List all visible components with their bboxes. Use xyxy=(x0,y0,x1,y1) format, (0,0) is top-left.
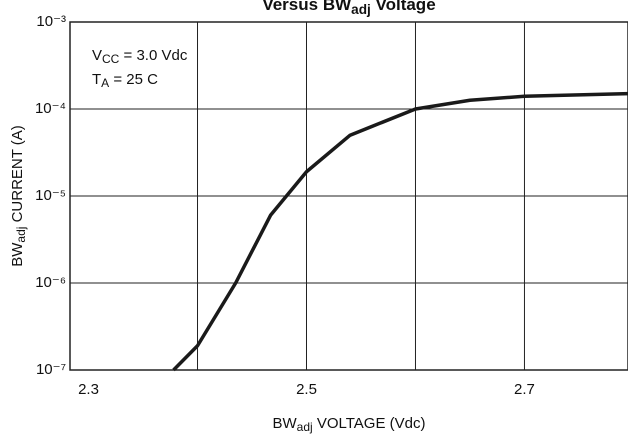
plot-frame xyxy=(69,21,628,371)
annotation: VCC = 3.0 Vdc xyxy=(92,47,188,66)
y-tick-label: 10⁻⁶ xyxy=(35,274,66,291)
annotation: TA = 25 C xyxy=(92,71,158,90)
y-axis-label-part: BW xyxy=(9,242,26,267)
y-tick-label: 10⁻⁵ xyxy=(35,187,66,204)
annotation-part: CC xyxy=(102,52,120,66)
data-line xyxy=(172,91,628,372)
x-axis-label: BWadj VOLTAGE (Vdc) xyxy=(273,415,426,434)
y-axis-label-part: adj xyxy=(14,227,28,243)
y-axis-label-part: CURRENT (A) xyxy=(9,125,26,226)
y-axis-label: BWadj CURRENT (A) xyxy=(9,125,28,267)
annotation-part: T xyxy=(92,71,101,88)
chart-title-part: Voltage xyxy=(371,0,436,14)
x-tick-label: 2.3 xyxy=(78,381,99,398)
y-tick-label: 10⁻⁴ xyxy=(35,100,66,117)
chart-title-part: Versus BW xyxy=(262,0,352,14)
x-axis-label-part: VOLTAGE (Vdc) xyxy=(313,415,426,432)
annotation-part: = 3.0 Vdc xyxy=(119,47,187,64)
x-tick-label: 2.5 xyxy=(296,381,317,398)
y-tick-label: 10⁻³ xyxy=(36,13,66,30)
x-tick-label: 2.7 xyxy=(514,381,535,398)
y-tick-label: 10⁻⁷ xyxy=(36,361,66,378)
x-axis-label-part: BW xyxy=(273,415,298,432)
annotation-part: A xyxy=(101,76,109,90)
annotation-part: = 25 C xyxy=(109,71,158,88)
chart-title: Versus BWadj Voltage xyxy=(262,0,435,17)
chart-title-part: adj xyxy=(351,2,371,17)
annotation-part: V xyxy=(92,47,102,64)
x-axis-label-part: adj xyxy=(297,420,313,434)
